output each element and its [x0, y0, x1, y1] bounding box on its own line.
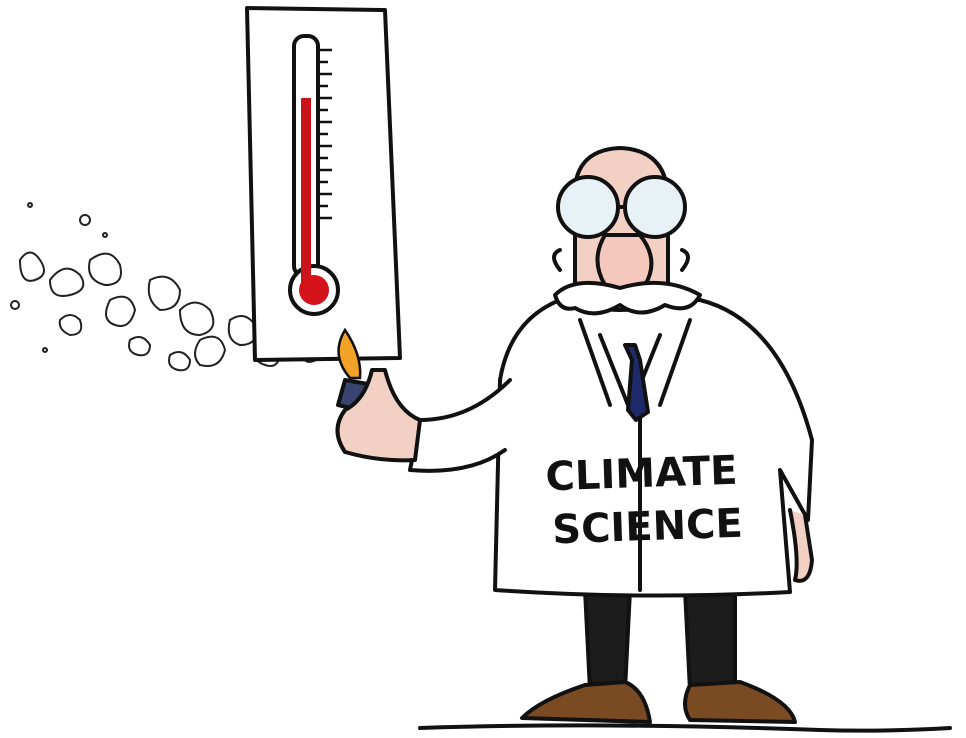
lab-coat: CLIMATE SCIENCE: [408, 298, 814, 598]
head: [552, 146, 702, 316]
coat-label-line1: CLIMATE: [545, 448, 738, 501]
legs: [520, 588, 797, 724]
hand-lighter: [335, 327, 422, 463]
ground: [418, 723, 952, 733]
thermometer-board: [245, 6, 402, 362]
coat-label-line2: SCIENCE: [552, 501, 744, 554]
